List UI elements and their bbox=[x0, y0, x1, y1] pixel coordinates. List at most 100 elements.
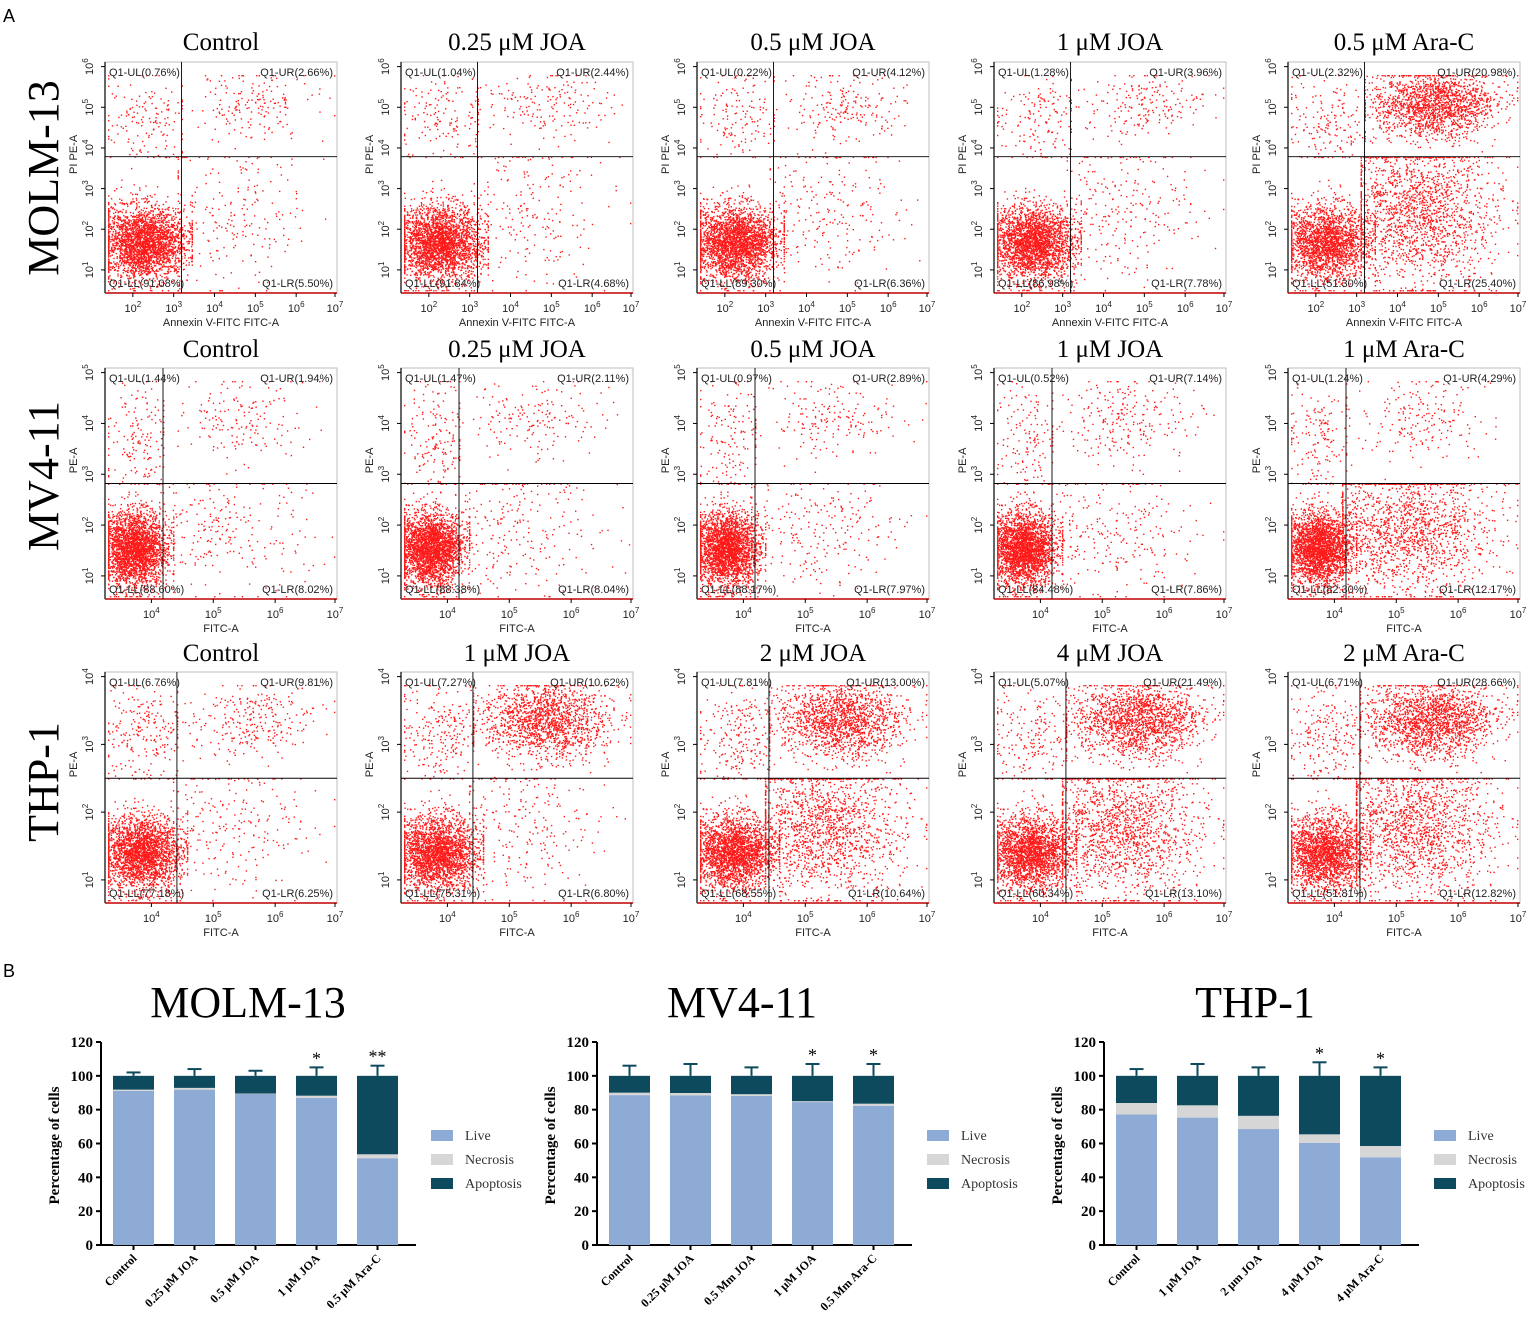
dot bbox=[141, 249, 142, 250]
dot bbox=[141, 271, 142, 272]
dot bbox=[156, 274, 157, 275]
dot bbox=[187, 249, 188, 250]
dot bbox=[175, 208, 176, 209]
dot bbox=[118, 266, 119, 267]
dot bbox=[138, 202, 139, 203]
dot bbox=[166, 209, 167, 210]
dot bbox=[170, 244, 171, 245]
dot bbox=[192, 229, 193, 230]
dot bbox=[175, 212, 176, 213]
dot bbox=[163, 264, 164, 265]
dot bbox=[124, 216, 125, 217]
dot bbox=[179, 260, 180, 261]
dot bbox=[149, 263, 150, 264]
dot bbox=[151, 210, 152, 211]
dot bbox=[144, 215, 145, 216]
dot bbox=[157, 244, 158, 245]
dot bbox=[150, 290, 151, 291]
dot bbox=[177, 271, 178, 272]
dot bbox=[128, 238, 129, 239]
dot bbox=[189, 225, 190, 226]
dot bbox=[116, 188, 117, 189]
dot bbox=[146, 216, 147, 217]
dot bbox=[169, 227, 170, 228]
dot bbox=[114, 229, 115, 230]
dot bbox=[152, 242, 153, 243]
dot bbox=[123, 215, 124, 216]
dot bbox=[139, 270, 140, 271]
dot bbox=[142, 237, 143, 238]
dot bbox=[151, 205, 152, 206]
dot bbox=[167, 266, 168, 267]
dot bbox=[129, 222, 130, 223]
dot bbox=[136, 203, 137, 204]
dot bbox=[159, 222, 160, 223]
dot bbox=[175, 268, 176, 269]
dot bbox=[109, 269, 110, 270]
dot bbox=[168, 248, 169, 249]
dot bbox=[163, 260, 164, 261]
dot bbox=[141, 246, 142, 247]
dot bbox=[150, 224, 151, 225]
dot bbox=[184, 225, 185, 226]
dot bbox=[167, 196, 168, 197]
dot bbox=[162, 220, 163, 221]
dot bbox=[149, 236, 150, 237]
dot bbox=[127, 254, 128, 255]
dot bbox=[125, 229, 126, 230]
dot bbox=[151, 264, 152, 265]
dot bbox=[157, 216, 158, 217]
dot bbox=[118, 217, 119, 218]
dot bbox=[111, 226, 112, 227]
dot bbox=[171, 246, 172, 247]
dot bbox=[124, 260, 125, 261]
dot bbox=[175, 260, 176, 261]
dot bbox=[120, 224, 121, 225]
dot bbox=[155, 234, 156, 235]
dot bbox=[178, 261, 179, 262]
dot bbox=[179, 276, 180, 277]
dot bbox=[171, 217, 172, 218]
dot bbox=[114, 190, 115, 191]
dot bbox=[174, 268, 175, 269]
dot bbox=[186, 241, 187, 242]
dot bbox=[163, 259, 164, 260]
flow-plot: ControlQ1-UL(0.76%) Q1-UR(2.66%)Q1-LL(91.… bbox=[68, 29, 344, 329]
dot bbox=[159, 205, 160, 206]
dot bbox=[175, 257, 176, 258]
dot bbox=[113, 261, 114, 262]
dot bbox=[173, 254, 174, 255]
dot bbox=[138, 273, 139, 274]
dot bbox=[110, 216, 111, 217]
dot bbox=[188, 257, 189, 258]
dot bbox=[178, 258, 179, 259]
dot bbox=[157, 271, 158, 272]
dot bbox=[109, 262, 110, 263]
dot bbox=[169, 255, 170, 256]
dot bbox=[123, 257, 124, 258]
dot bbox=[137, 252, 138, 253]
dot bbox=[162, 211, 163, 212]
dot bbox=[163, 204, 164, 205]
dot bbox=[121, 180, 122, 181]
dot bbox=[168, 214, 169, 215]
dot bbox=[129, 239, 130, 240]
dot bbox=[134, 257, 135, 258]
dot bbox=[192, 236, 193, 237]
dot bbox=[134, 239, 135, 240]
dot bbox=[114, 209, 115, 210]
dot bbox=[188, 264, 189, 265]
dot bbox=[171, 267, 172, 268]
dot bbox=[149, 265, 150, 266]
dot bbox=[167, 236, 168, 237]
dot bbox=[153, 237, 154, 238]
dot bbox=[172, 266, 173, 267]
dot bbox=[120, 260, 121, 261]
dot bbox=[113, 213, 114, 214]
dot bbox=[124, 268, 125, 269]
dot bbox=[139, 190, 140, 191]
dot bbox=[176, 272, 177, 273]
dot bbox=[158, 263, 159, 264]
dot bbox=[168, 232, 169, 233]
dot bbox=[158, 243, 159, 244]
